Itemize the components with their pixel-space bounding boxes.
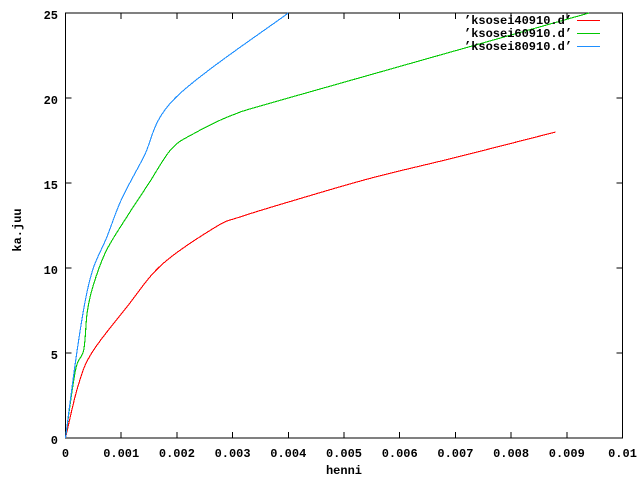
svg-text:0.009: 0.009	[549, 447, 585, 461]
svg-text:0.006: 0.006	[382, 447, 418, 461]
svg-text:20: 20	[44, 94, 58, 108]
svg-text:’ksosei60910.d’: ’ksosei60910.d’	[464, 27, 572, 41]
svg-text:5: 5	[51, 349, 58, 363]
svg-text:0.001: 0.001	[103, 447, 139, 461]
svg-text:0: 0	[51, 434, 58, 448]
svg-text:henni: henni	[326, 464, 362, 478]
svg-text:0.003: 0.003	[215, 447, 251, 461]
svg-text:0: 0	[62, 447, 69, 461]
svg-text:10: 10	[44, 264, 58, 278]
svg-text:0.005: 0.005	[326, 447, 362, 461]
svg-text:0.004: 0.004	[270, 447, 306, 461]
svg-text:’ksosei80910.d’: ’ksosei80910.d’	[464, 40, 572, 54]
svg-text:0.008: 0.008	[493, 447, 529, 461]
svg-text:15: 15	[44, 179, 58, 193]
svg-text:0.007: 0.007	[437, 447, 473, 461]
svg-text:ka.juu: ka.juu	[11, 208, 25, 251]
svg-text:0.002: 0.002	[159, 447, 195, 461]
svg-text:’ksosei40910.d’: ’ksosei40910.d’	[464, 14, 572, 28]
svg-text:25: 25	[44, 9, 58, 23]
svg-text:0.01: 0.01	[608, 447, 637, 461]
